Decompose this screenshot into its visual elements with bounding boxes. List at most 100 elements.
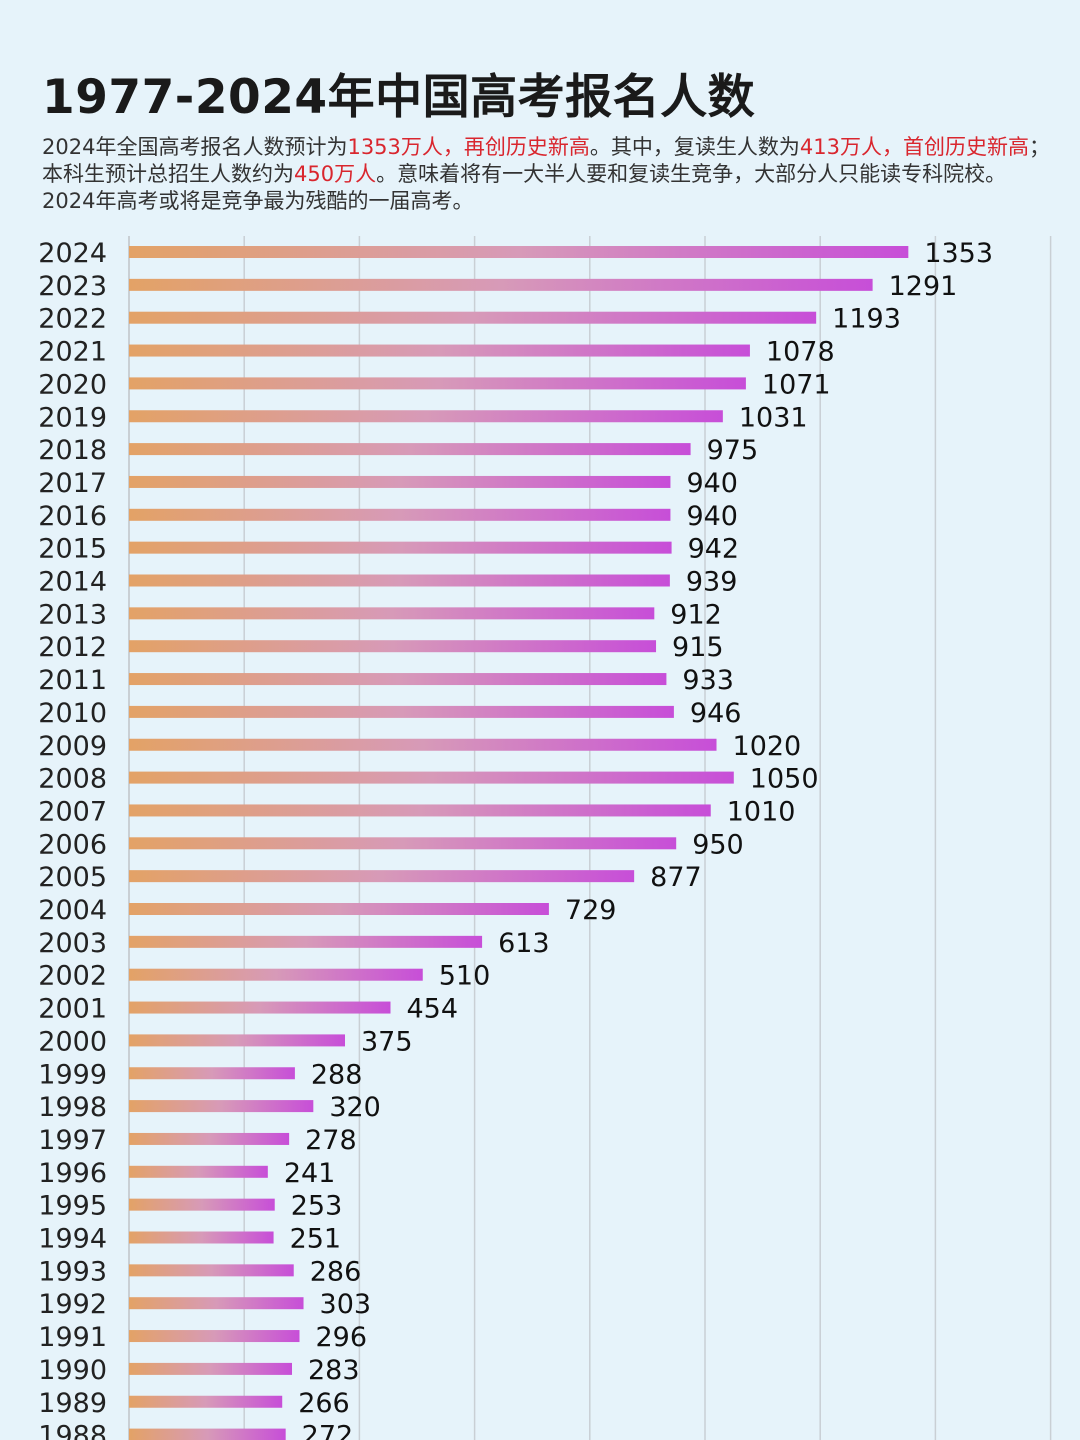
value-label-2018: 975 (707, 435, 759, 466)
year-labels: 2024202320222021202020192018201720162015… (38, 238, 107, 1440)
bar-2013 (129, 607, 655, 620)
bar-2023 (129, 278, 873, 291)
value-labels: 1353129111931078107110319759409409429399… (284, 238, 993, 1440)
year-label-2013: 2013 (38, 599, 107, 630)
bar-2009 (129, 738, 717, 751)
value-label-1994: 251 (290, 1224, 342, 1255)
year-label-2018: 2018 (38, 435, 107, 466)
bars (129, 246, 909, 1440)
bar-2018 (129, 443, 691, 456)
bar-1988 (129, 1428, 286, 1440)
value-label-2000: 375 (361, 1026, 413, 1057)
value-label-2004: 729 (565, 895, 617, 926)
bar-2017 (129, 475, 671, 488)
year-label-1991: 1991 (38, 1322, 107, 1353)
description: 2024年全国高考报名人数预计为1353万人，再创历史新高。其中，复读生人数为4… (42, 134, 1052, 215)
year-label-2003: 2003 (38, 928, 107, 959)
year-label-2004: 2004 (38, 895, 107, 926)
year-label-2017: 2017 (38, 468, 107, 499)
bar-2010 (129, 705, 674, 718)
year-label-2022: 2022 (38, 304, 107, 335)
value-label-2024: 1353 (924, 238, 993, 269)
year-label-2023: 2023 (38, 271, 107, 302)
value-label-2022: 1193 (832, 304, 901, 335)
value-label-2013: 912 (670, 599, 722, 630)
year-label-1994: 1994 (38, 1224, 107, 1255)
bar-2004 (129, 903, 549, 915)
value-label-2009: 1020 (733, 731, 802, 762)
value-label-1989: 266 (298, 1388, 350, 1419)
desc-highlight-3: 450万人 (294, 162, 377, 186)
value-label-1997: 278 (305, 1125, 357, 1156)
value-label-1995: 253 (291, 1191, 343, 1222)
year-label-2010: 2010 (38, 698, 107, 729)
year-label-1999: 1999 (38, 1059, 107, 1090)
value-label-2023: 1291 (889, 271, 958, 302)
year-label-2024: 2024 (38, 238, 107, 269)
value-label-1991: 296 (315, 1322, 367, 1353)
year-label-1990: 1990 (38, 1355, 107, 1386)
year-label-2005: 2005 (38, 862, 107, 893)
value-label-2001: 454 (407, 994, 459, 1025)
desc-text-2: 。其中，复读生人数为 (589, 135, 800, 159)
year-label-2016: 2016 (38, 501, 107, 532)
bar-2006 (129, 837, 677, 850)
value-label-2003: 613 (498, 928, 550, 959)
value-label-2019: 1031 (739, 402, 808, 433)
bar-2007 (129, 804, 711, 817)
value-label-1998: 320 (329, 1092, 381, 1123)
desc-text-1: 2024年全国高考报名人数预计为 (42, 135, 348, 159)
value-label-2002: 510 (439, 961, 491, 992)
year-label-2008: 2008 (38, 764, 107, 795)
desc-highlight-2: 413万人，首创历史新高 (799, 135, 1029, 159)
year-label-1989: 1989 (38, 1388, 107, 1419)
year-label-1992: 1992 (38, 1289, 107, 1320)
bar-2003 (129, 935, 483, 948)
value-label-1999: 288 (311, 1059, 363, 1090)
year-label-2001: 2001 (38, 994, 107, 1025)
value-label-2021: 1078 (766, 337, 835, 368)
desc-highlight-1: 1353万人，再创历史新高 (347, 135, 590, 159)
bar-2002 (129, 968, 423, 981)
value-label-2012: 915 (672, 632, 724, 663)
value-label-1992: 303 (320, 1289, 372, 1320)
bar-1994 (129, 1231, 274, 1244)
year-label-2011: 2011 (38, 665, 107, 696)
bar-1989 (129, 1395, 283, 1408)
year-label-2020: 2020 (38, 369, 107, 400)
bar-2011 (129, 673, 667, 686)
bar-2015 (129, 541, 672, 554)
desc-text-4: 。意味着将有一大半人要和复读生竞争，大部分人只能读专科院校。2024年高考或将是… (42, 162, 1007, 213)
year-label-2002: 2002 (38, 961, 107, 992)
value-label-2006: 950 (692, 829, 744, 860)
bar-2019 (129, 410, 723, 423)
year-label-1993: 1993 (38, 1256, 107, 1287)
year-label-2000: 2000 (38, 1026, 107, 1057)
value-label-2010: 946 (690, 698, 742, 729)
year-label-2006: 2006 (38, 829, 107, 860)
value-label-2020: 1071 (762, 369, 831, 400)
year-label-2007: 2007 (38, 796, 107, 827)
bar-1995 (129, 1198, 275, 1211)
value-label-2008: 1050 (750, 764, 819, 795)
value-label-2011: 933 (682, 665, 734, 696)
value-label-1990: 283 (308, 1355, 360, 1386)
bar-1991 (129, 1330, 300, 1343)
bar-2020 (129, 377, 746, 390)
bar-2021 (129, 344, 750, 357)
year-label-2012: 2012 (38, 632, 107, 663)
year-label-1995: 1995 (38, 1191, 107, 1222)
bar-1996 (129, 1165, 268, 1178)
value-label-2015: 942 (688, 534, 740, 565)
year-label-2009: 2009 (38, 731, 107, 762)
bar-2024 (129, 246, 909, 258)
year-label-2015: 2015 (38, 534, 107, 565)
year-label-1996: 1996 (38, 1158, 107, 1189)
year-label-2019: 2019 (38, 402, 107, 433)
value-label-1988: 272 (302, 1421, 354, 1440)
bar-1998 (129, 1100, 314, 1113)
year-label-1997: 1997 (38, 1125, 107, 1156)
bar-1993 (129, 1264, 294, 1277)
value-label-1993: 286 (310, 1256, 362, 1287)
